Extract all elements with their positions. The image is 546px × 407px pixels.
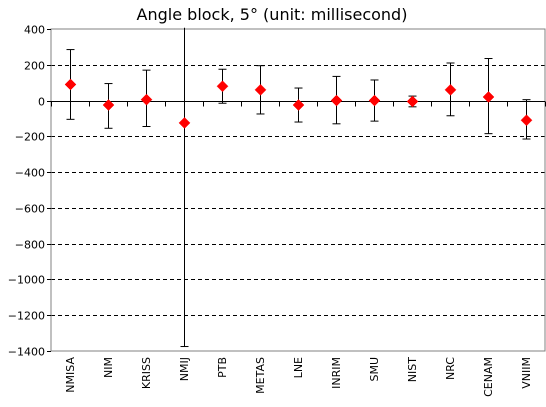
y-tick-label: −600	[15, 203, 45, 216]
y-tick-label: 400	[24, 24, 45, 37]
data-point	[520, 114, 533, 127]
axis-layer	[47, 29, 546, 352]
plot-area	[50, 28, 546, 352]
data-point	[482, 91, 495, 103]
y-tick-label: −400	[15, 167, 45, 180]
data-point	[140, 93, 153, 106]
data-point	[368, 94, 381, 107]
x-category-label: CENAM	[482, 357, 495, 397]
x-category-label: VNIIM	[520, 357, 533, 389]
chart-title: Angle block, 5° (unit: millisecond)	[137, 5, 408, 24]
data-point	[216, 80, 229, 93]
y-tick-label: 200	[24, 60, 45, 73]
x-category-label: LNE	[292, 357, 305, 378]
x-category-label: INRIM	[330, 357, 343, 389]
x-category-label: NIM	[102, 357, 115, 378]
data-point	[64, 78, 77, 91]
y-tick-label: −1200	[8, 310, 45, 323]
x-category-label: NIST	[406, 357, 419, 382]
y-tick-label: −1400	[8, 346, 45, 359]
data-point	[178, 117, 191, 129]
x-category-label: METAS	[254, 357, 267, 394]
y-tick-label: −800	[15, 239, 45, 252]
y-tick-label: −200	[15, 131, 45, 144]
x-category-label: SMU	[368, 357, 381, 382]
label-layer: 400 200 0 −200 −400 −600 −800 −1000 −1200 −1400 NM…	[8, 24, 533, 397]
x-category-label: NMIJ	[178, 357, 191, 381]
y-tick-label: −1000	[8, 274, 45, 287]
data-point	[102, 99, 115, 111]
data-point	[330, 94, 343, 107]
x-category-label: KRISS	[140, 357, 153, 389]
data-point	[444, 83, 457, 96]
data-point	[292, 99, 305, 111]
series-layer	[64, 27, 533, 348]
x-category-label: NRC	[444, 357, 457, 380]
data-point	[406, 95, 419, 108]
data-point	[254, 83, 267, 96]
x-category-label: NMISA	[64, 357, 77, 393]
y-tick-label: 0	[38, 96, 45, 109]
x-category-label: PTB	[216, 357, 229, 378]
